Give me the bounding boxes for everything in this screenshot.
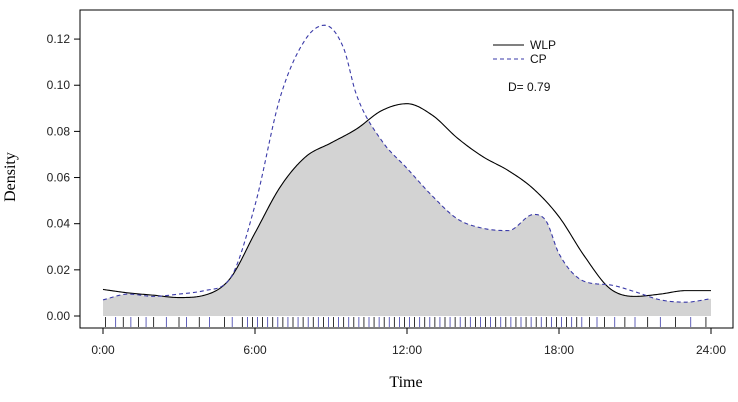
overlap-area [103, 120, 711, 316]
series-line-cp [102, 24, 712, 303]
y-tick-label: 0.04 [47, 217, 71, 231]
x-tick-label: 6:00 [243, 343, 267, 357]
x-tick-label: 12:00 [392, 343, 422, 357]
y-tick-label: 0.06 [47, 171, 71, 185]
y-tick-label: 0.08 [47, 124, 71, 138]
y-tick-label: 0.10 [47, 78, 71, 92]
series-line-wlp [102, 103, 711, 299]
y-tick-label: 0.00 [47, 309, 71, 323]
x-axis-title: Time [389, 374, 422, 391]
legend-wlp-label: WLP [530, 38, 556, 52]
x-tick-label: 24:00 [696, 343, 726, 357]
plot-area: 0:00 6:00 12:00 18:00 24:00 0.00 0.02 0.04 0.06 0… [47, 9, 734, 357]
x-tick-label: 0:00 [91, 343, 115, 357]
overlap-annotation: D= 0.79 [508, 80, 551, 94]
y-tick-label: 0.02 [47, 263, 71, 277]
legend-cp-label: CP [530, 52, 547, 66]
legend: WLP CP D= 0.79 [493, 38, 556, 94]
y-axis-title: Density [2, 152, 19, 202]
x-tick-label: 18:00 [544, 343, 574, 357]
y-tick-label: 0.12 [47, 32, 71, 46]
